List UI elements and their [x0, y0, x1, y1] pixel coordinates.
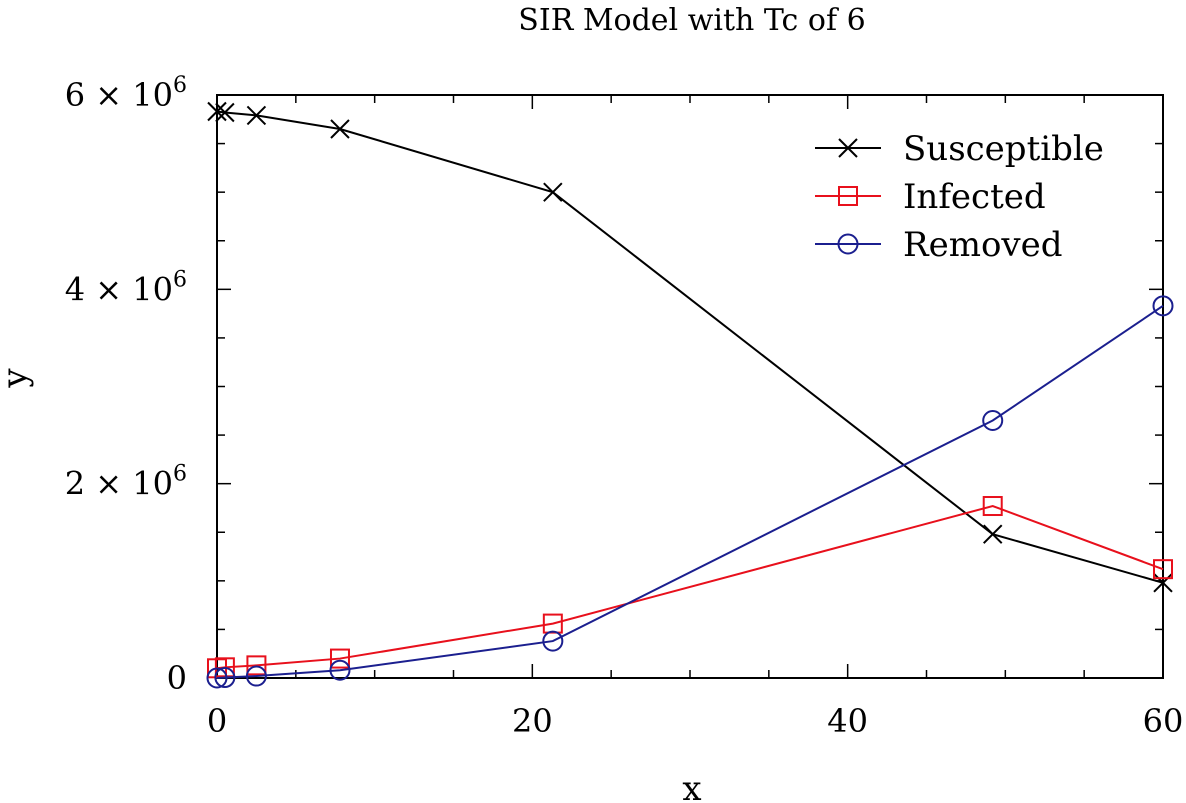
series-susceptible [207, 101, 1173, 593]
chart-title: SIR Model with Tc of 6 [518, 3, 865, 38]
legend-marker-infected [838, 186, 858, 206]
data-point-susceptible [1153, 573, 1173, 593]
y-tick-label-exponent: 6 [173, 462, 187, 487]
data-point-removed [206, 667, 228, 689]
axis-ticks [216, 94, 1164, 679]
x-axis-label: x [682, 769, 701, 803]
series-layer [206, 101, 1174, 689]
data-point-infected [246, 655, 267, 676]
legend-label-removed: Removed [903, 225, 1063, 265]
y-tick-label-base: 4 × 10 [65, 270, 173, 308]
legend-marker-susceptible [838, 138, 858, 158]
data-point-susceptible [215, 102, 235, 123]
y-axis-label: y [0, 368, 35, 389]
data-point-infected [1153, 559, 1173, 580]
series-line-removed [216, 305, 1164, 679]
y-tick-label-base: 0 [167, 659, 187, 697]
x-tick-label: 60 [1143, 702, 1184, 740]
series-line-infected [216, 504, 1164, 670]
data-point-removed [542, 630, 564, 652]
y-tick-label: 2 × 106 [65, 462, 187, 503]
y-tick-label: 6 × 106 [65, 73, 187, 114]
y-tick-label-base: 2 × 10 [65, 465, 173, 503]
series-removed [206, 295, 1174, 689]
legend-item-infected: Infected [815, 177, 1046, 217]
data-point-susceptible [207, 101, 227, 122]
data-point-susceptible [983, 524, 1003, 544]
y-tick-label: 0 [167, 659, 187, 697]
legend-label-infected: Infected [903, 177, 1046, 217]
data-point-infected [329, 648, 350, 669]
legend-label-susceptible: Susceptible [903, 129, 1104, 169]
data-point-infected [214, 657, 235, 678]
legend: Susceptible Infected Removed [815, 129, 1104, 265]
data-point-removed [214, 667, 236, 689]
y-tick-label-exponent: 6 [173, 73, 187, 98]
legend-item-removed: Removed [815, 225, 1063, 265]
legend-marker-removed [837, 233, 859, 255]
x-tick-label: 0 [207, 702, 227, 740]
y-tick-label-exponent: 6 [173, 267, 187, 292]
data-point-removed [329, 659, 351, 681]
data-point-removed [982, 410, 1004, 432]
data-point-removed [1152, 295, 1174, 317]
data-point-susceptible [246, 105, 267, 126]
series-infected [207, 496, 1173, 679]
y-tick-label-base: 6 × 10 [65, 76, 173, 114]
data-point-infected [542, 613, 563, 634]
data-point-susceptible [543, 182, 563, 202]
data-point-susceptible [330, 119, 350, 139]
y-tick-label: 4 × 106 [65, 267, 187, 308]
legend-item-susceptible: Susceptible [815, 129, 1104, 169]
x-tick-label: 20 [512, 702, 553, 740]
data-point-removed [245, 665, 267, 687]
data-point-infected [982, 496, 1003, 517]
x-tick-label: 40 [827, 702, 868, 740]
